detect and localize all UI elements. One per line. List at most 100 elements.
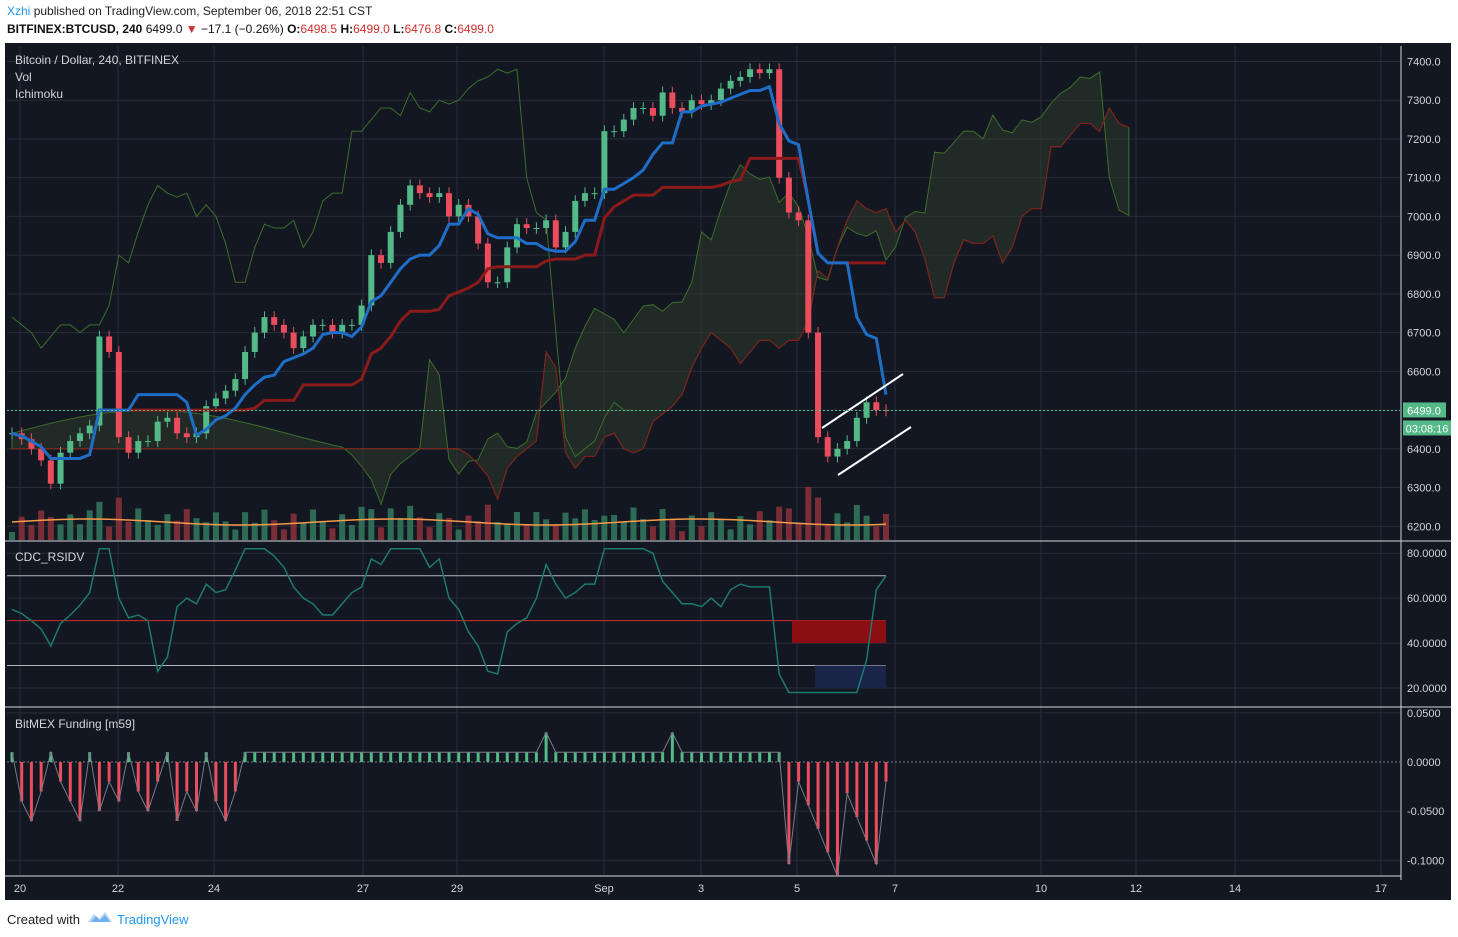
publish-info: Xzhi published on TradingView.com, Septe…	[7, 4, 372, 18]
candle-body	[601, 131, 608, 194]
countdown-badge-text: 03:08:16	[1406, 423, 1449, 435]
funding-bar	[602, 752, 606, 763]
volume-bar	[164, 514, 171, 540]
volume-bar	[319, 521, 326, 540]
candle-body	[873, 402, 880, 411]
volume-bar	[640, 519, 647, 540]
funding-bar	[117, 762, 121, 802]
funding-tick-label: -0.0500	[1407, 806, 1444, 818]
volume-bar	[212, 512, 219, 540]
ohlc-line: BITFINEX:BTCUSD, 240 6499.0 ▼ −17.1 (−0.…	[7, 22, 494, 36]
x-tick-label: Sep	[594, 883, 614, 895]
funding-bar	[787, 762, 791, 865]
rsi-low-fill	[815, 665, 886, 689]
funding-bar	[379, 752, 383, 763]
volume-bar	[416, 517, 423, 540]
volume-bar	[747, 524, 754, 540]
volume-bar	[446, 518, 452, 540]
x-tick-label: 20	[14, 883, 26, 895]
funding-bar	[826, 762, 830, 853]
volume-bar	[513, 512, 520, 540]
funding-bar	[68, 762, 72, 802]
funding-bar	[224, 762, 228, 821]
volume-bar	[222, 521, 229, 540]
volume-bar	[183, 509, 190, 540]
candle-body	[513, 224, 520, 248]
candle-body	[397, 204, 404, 232]
funding-bar	[243, 752, 247, 763]
funding-bar	[369, 752, 373, 763]
funding-bar	[661, 752, 665, 763]
candle-body	[115, 351, 122, 438]
x-tick-label: 10	[1035, 883, 1047, 895]
volume-bar	[455, 529, 462, 540]
volume-bar	[504, 523, 511, 540]
last-price-badge-text: 6499.0	[1407, 405, 1441, 417]
rsi-tick-label: 20.0000	[1407, 683, 1447, 695]
volume-bar	[737, 516, 744, 540]
x-tick-label: 5	[794, 883, 800, 895]
funding-tick-label: 0.0500	[1407, 708, 1441, 720]
funding-bar	[797, 762, 801, 782]
author-link[interactable]: Xzhi	[7, 4, 31, 18]
candle-body	[329, 324, 336, 333]
funding-bar	[534, 752, 538, 763]
tradingview-link[interactable]: TradingView	[117, 912, 189, 927]
volume-bar	[824, 524, 831, 540]
funding-bar	[738, 752, 742, 763]
funding-bar	[496, 752, 500, 763]
candle-body	[144, 441, 151, 443]
candle-body	[853, 417, 860, 442]
volume-bar	[368, 509, 375, 540]
volume-bar	[552, 524, 559, 540]
candle-body	[815, 332, 822, 438]
candle-body	[290, 332, 297, 349]
candle-body	[523, 224, 530, 229]
candle-body	[883, 410, 889, 412]
funding-bar	[233, 762, 237, 792]
volume-bar	[125, 521, 132, 540]
volume-bar	[766, 520, 773, 540]
funding-bar	[214, 762, 218, 802]
candle-body	[339, 324, 346, 333]
funding-bar	[350, 752, 354, 763]
volume-bar	[300, 523, 307, 540]
volume-bar	[601, 515, 608, 540]
open-label: O:	[287, 22, 301, 36]
candle-body	[543, 220, 550, 229]
candle-body	[28, 439, 35, 449]
funding-bar	[185, 762, 189, 792]
volume-bar	[106, 526, 113, 540]
x-tick-label: 29	[451, 883, 463, 895]
candle-body	[368, 255, 375, 306]
funding-bar	[272, 752, 276, 763]
volume-bar	[475, 521, 482, 540]
volume-bar	[727, 529, 734, 540]
volume-bar	[154, 524, 161, 540]
funding-bar	[437, 752, 441, 763]
volume-bar	[339, 514, 346, 540]
funding-bar	[418, 752, 422, 763]
volume-bar	[649, 526, 656, 540]
volume-bar	[251, 522, 258, 540]
funding-bar	[729, 752, 733, 763]
candle-body	[280, 324, 287, 333]
candle-body	[271, 317, 278, 325]
candle-body	[47, 460, 54, 484]
volume-bar	[290, 513, 297, 540]
funding-bar	[321, 752, 325, 763]
candle-body	[387, 231, 394, 263]
chart-svg[interactable]: 20 22 24 27 29 Sep 3 5 7 10 12 14 17 7400.0 7300.0 7200…	[0, 0, 1458, 900]
candle-body	[562, 231, 569, 248]
candle-body	[756, 69, 763, 74]
lagging-span	[11, 68, 634, 458]
candle-body	[581, 193, 588, 201]
volume-bar	[387, 508, 394, 540]
candle-body	[203, 406, 210, 434]
candle-body	[552, 220, 559, 248]
funding-bar	[156, 762, 160, 782]
funding-tick-label: -0.1000	[1407, 855, 1444, 867]
volume-bar	[144, 520, 151, 540]
volume-bar	[717, 519, 724, 540]
low-label: L:	[393, 22, 405, 36]
